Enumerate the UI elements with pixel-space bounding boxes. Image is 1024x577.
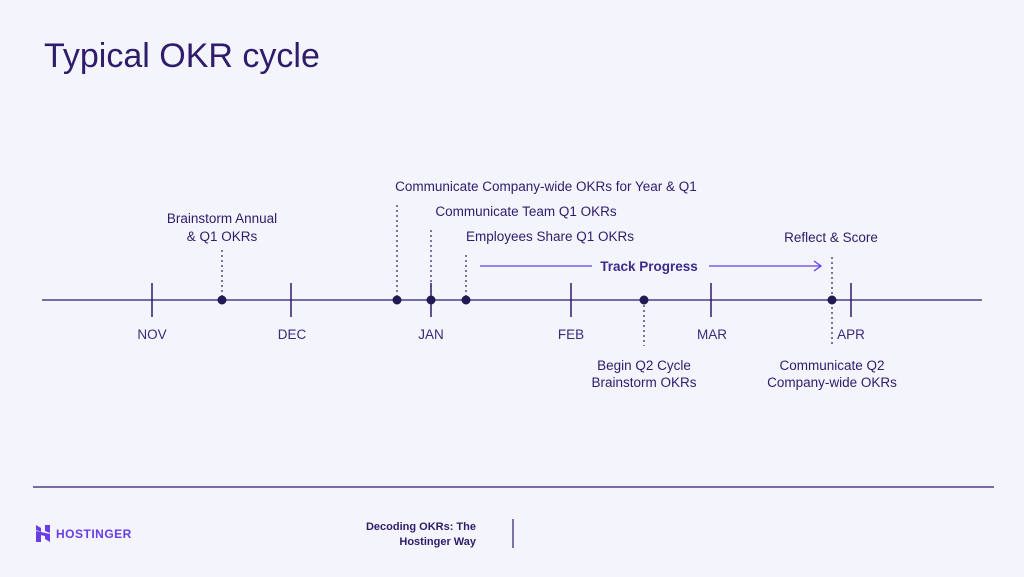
- month-label: NOV: [137, 327, 166, 342]
- event-employees: Employees Share Q1 OKRs: [466, 229, 634, 244]
- doc-title-line2: Hostinger Way: [399, 536, 476, 548]
- event-dot: [461, 295, 471, 305]
- event-brainstorm-line1: Brainstorm Annual: [167, 211, 277, 226]
- event-communicate-q2-line2: Company-wide OKRs: [767, 375, 897, 390]
- doc-title-line1: Decoding OKRs: The: [366, 521, 476, 533]
- month-label: FEB: [558, 327, 584, 342]
- month-label: DEC: [278, 327, 307, 342]
- event-brainstorm-line2: & Q1 OKRs: [187, 229, 258, 244]
- event-dot: [217, 295, 227, 305]
- track-progress-arrow: [480, 260, 823, 272]
- month-label: JAN: [418, 327, 444, 342]
- event-dot: [639, 295, 649, 305]
- month-label: APR: [837, 327, 865, 342]
- event-dot: [392, 295, 402, 305]
- month-ticks: [151, 283, 852, 317]
- event-team: Communicate Team Q1 OKRs: [435, 204, 617, 219]
- event-reflect: Reflect & Score: [784, 230, 878, 245]
- event-begin-q2-line1: Begin Q2 Cycle: [597, 358, 691, 373]
- page-title: Typical OKR cycle: [44, 37, 320, 75]
- event-dot: [827, 295, 837, 305]
- event-begin-q2-line2: Brainstorm OKRs: [591, 375, 696, 390]
- event-dot: [426, 295, 436, 305]
- track-progress-label: Track Progress: [600, 259, 698, 274]
- event-connectors: [221, 205, 833, 346]
- event-communicate-q2-line1: Communicate Q2: [779, 358, 884, 373]
- hostinger-logo-icon: [36, 525, 50, 542]
- event-company-wide: Communicate Company-wide OKRs for Year &…: [395, 179, 697, 194]
- brand-name: HOSTINGER: [56, 527, 132, 541]
- month-label: MAR: [697, 327, 727, 342]
